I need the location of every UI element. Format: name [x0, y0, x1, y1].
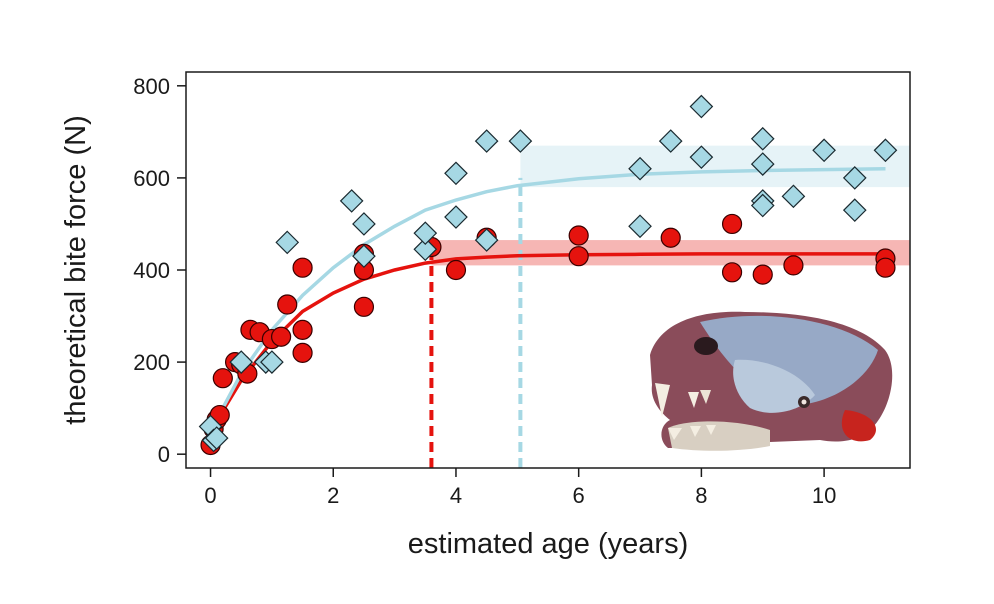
asymptote-age-lines [429, 177, 523, 468]
red-data-point [568, 225, 589, 246]
blue-data-point [812, 138, 836, 163]
blue-data-point [781, 184, 806, 209]
blue-data-point [275, 230, 300, 255]
blue-data-point [750, 152, 775, 176]
red-data-point [721, 213, 743, 235]
blue-data-point [508, 129, 533, 153]
blue-data-point [352, 212, 376, 236]
red-data-point [292, 342, 313, 363]
blue-data-point [229, 350, 254, 374]
blue-data-point [842, 198, 867, 222]
y-tick-label: 600 [133, 166, 170, 191]
blue-data-point [628, 156, 652, 181]
y-tick-label: 200 [133, 350, 170, 375]
blue-data-point [260, 350, 284, 374]
x-tick-label: 10 [812, 483, 836, 508]
red-data-point [212, 368, 233, 389]
blue-data-point [474, 228, 499, 252]
red-data-point [445, 259, 467, 281]
blue-data-point [204, 426, 229, 450]
blue-data-point [750, 193, 775, 218]
blue-data-point [413, 237, 438, 262]
x-tick-label: 0 [204, 483, 216, 508]
red-data-point [783, 255, 804, 276]
blue-data-point [689, 145, 714, 170]
x-tick-label: 8 [695, 483, 707, 508]
red-data-point [277, 294, 298, 315]
blue-data-point [689, 94, 714, 119]
blue-data-point [474, 129, 499, 153]
blue-data-point [339, 189, 364, 213]
red-data-point [721, 262, 743, 283]
blue-asymptote-band [520, 145, 910, 188]
data-points [198, 94, 898, 456]
x-tick-label: 6 [573, 483, 585, 508]
x-tick-label: 2 [327, 483, 339, 508]
red-data-point [292, 319, 313, 340]
y-tick-label: 0 [158, 442, 170, 467]
x-tick-label: 4 [450, 483, 462, 508]
red-data-point [752, 264, 773, 285]
y-axis-title: theoretical bite force (N) [60, 115, 92, 424]
y-tick-label: 800 [133, 74, 170, 99]
red-data-point [353, 296, 375, 317]
blue-data-point [842, 166, 867, 190]
skull-photo [650, 311, 893, 451]
red-data-point [271, 326, 292, 347]
red-data-point [568, 246, 589, 267]
y-tick-label: 400 [133, 258, 170, 283]
red-data-point [292, 257, 313, 278]
x-axis: 0 2 4 6 8 10 [204, 468, 836, 508]
blue-data-point [413, 221, 438, 246]
blue-data-point [658, 129, 683, 153]
y-axis: 0 200 400 600 800 [133, 74, 186, 467]
red-data-point [660, 227, 681, 248]
blue-data-point [352, 244, 376, 269]
red-fitted-curve [209, 252, 886, 433]
blue-data-point [444, 205, 468, 229]
blue-data-point [628, 214, 652, 239]
blue-data-point [750, 126, 775, 151]
blue-data-point [873, 138, 898, 163]
x-axis-title: estimated age (years) [408, 528, 688, 560]
blue-data-point [444, 161, 468, 186]
red-data-point [875, 257, 896, 278]
